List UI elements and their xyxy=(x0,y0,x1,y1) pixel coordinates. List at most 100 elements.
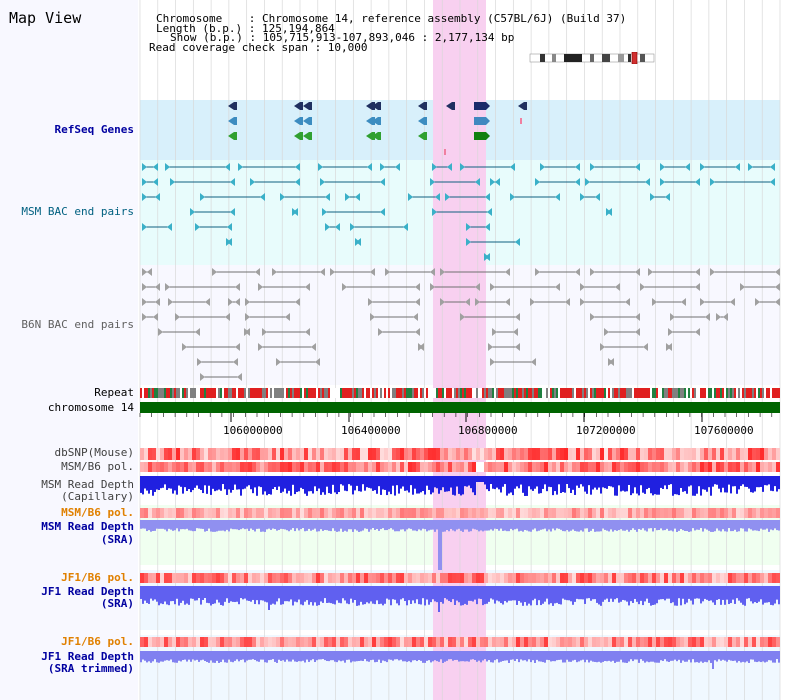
repeat-block xyxy=(576,388,578,398)
msm-pol-cell xyxy=(312,462,316,472)
msm-pol-label[interactable]: MSM/B6 pol. xyxy=(61,460,134,473)
msm-depth-cap-bar xyxy=(212,476,214,489)
msm-depth-cap-bar xyxy=(584,476,586,492)
jf1-pol-2-cell xyxy=(264,637,268,647)
repeat-block xyxy=(384,388,386,398)
jf1-pol-2-cell xyxy=(436,637,440,647)
msm-depth-sra-bar xyxy=(260,520,262,532)
jf1-depth-trim-bar xyxy=(404,651,406,662)
repeat-block xyxy=(718,388,720,398)
jf1-pol-2-cell xyxy=(292,637,296,647)
repeat-block xyxy=(440,388,442,398)
msm-depth-cap-bar xyxy=(718,476,720,489)
msm-depth-sra-label[interactable]: MSM Read Depth xyxy=(41,520,134,533)
jf1-depth-sra-bar xyxy=(422,586,424,599)
jf1-pol-label[interactable]: JF1/B6 pol. xyxy=(61,571,134,584)
jf1-depth-sra-bar xyxy=(258,586,260,605)
repeat-block xyxy=(210,388,212,398)
msm-depth-sra-bar xyxy=(422,520,424,529)
msm-bac-end xyxy=(293,208,298,216)
jf1-pol-cell xyxy=(628,573,632,583)
jf1-depth-sra-bar xyxy=(528,586,530,604)
repeat-block xyxy=(466,388,468,398)
msm-depth-cap-bar xyxy=(300,476,302,488)
msm-depth-sra-bar xyxy=(554,520,556,531)
msm-depth-cap-bar xyxy=(258,476,260,487)
jf1-pol-cell xyxy=(260,573,264,583)
msm-bac-label[interactable]: MSM BAC end pairs xyxy=(21,205,134,218)
jf1-depth-sra-bar xyxy=(216,586,218,600)
repeat-block xyxy=(218,388,220,398)
jf1-depth-trim-bar xyxy=(232,651,234,663)
msm-depth-cap-bar xyxy=(302,476,304,490)
jf1-depth-trim-bar xyxy=(504,651,506,661)
refseq-gene-exon xyxy=(300,102,303,110)
jf1-depth-sra-label[interactable]: JF1 Read Depth xyxy=(41,585,134,598)
msm-depth-sra-bar xyxy=(168,520,170,529)
jf1-depth-trim-bar xyxy=(402,651,404,662)
jf1-depth-sra-bar xyxy=(544,586,546,602)
dbsnp-cell xyxy=(684,448,688,460)
jf1-pol-2-cell xyxy=(360,637,364,647)
b6n-bac-end xyxy=(635,268,640,276)
msm-depth-sra-bar xyxy=(424,520,426,530)
jf1-pol-2-cell xyxy=(324,637,328,647)
msm-pol-sra-cell xyxy=(276,508,280,518)
b6n-bac-end xyxy=(153,313,158,321)
msm-depth-cap-bar xyxy=(568,476,570,489)
msm-depth-capillary-label[interactable]: MSM Read Depth xyxy=(41,478,134,491)
chromosome-ideogram[interactable] xyxy=(528,52,658,64)
repeat-block xyxy=(142,388,144,398)
repeat-block xyxy=(228,388,230,398)
repeat-block xyxy=(686,388,688,398)
msm-depth-sra-bar xyxy=(544,520,546,529)
jf1-pol-2-cell xyxy=(256,637,260,647)
msm-depth-cap-bar xyxy=(430,476,432,495)
jf1-depth-trim-bar xyxy=(380,651,382,663)
jf1-pol-cell xyxy=(388,573,392,583)
jf1-depth-trim-bar xyxy=(174,651,176,663)
dbsnp-cell xyxy=(412,448,416,460)
jf1-pol-2-label[interactable]: JF1/B6 pol. xyxy=(61,635,134,648)
jf1-pol-cell xyxy=(408,573,412,583)
dbsnp-label[interactable]: dbSNP(Mouse) xyxy=(54,446,134,459)
repeat-block xyxy=(656,388,658,398)
jf1-depth-trim-bar xyxy=(712,651,714,669)
dbsnp-cell xyxy=(604,448,608,460)
jf1-pol-2-cell xyxy=(648,637,652,647)
msm-depth-cap-bar xyxy=(676,476,678,495)
msm-depth-cap-bar xyxy=(746,476,748,487)
msm-pol-sra-label[interactable]: MSM/B6 pol. xyxy=(61,506,134,519)
msm-pol-cell xyxy=(140,462,144,472)
jf1-depth-sra-bar xyxy=(750,586,752,602)
msm-pol-cell xyxy=(732,462,736,472)
msm-pol-cell xyxy=(584,462,588,472)
dbsnp-cell xyxy=(384,448,388,460)
msm-pol-sra-cell xyxy=(700,508,704,518)
refseq-gene xyxy=(372,117,378,125)
msm-depth-sra-bar xyxy=(476,520,478,530)
jf1-depth-trimmed-label[interactable]: JF1 Read Depth xyxy=(41,650,134,663)
jf1-depth-sra-bar xyxy=(626,586,628,602)
msm-pol-cell xyxy=(684,462,688,472)
jf1-pol-cell xyxy=(144,573,148,583)
msm-depth-sra-bar xyxy=(626,520,628,530)
msm-depth-sra-bar xyxy=(524,520,526,530)
msm-pol-cell xyxy=(632,462,636,472)
msm-pol-sra-cell xyxy=(772,508,776,518)
jf1-pol-cell xyxy=(192,573,196,583)
msm-pol-cell xyxy=(768,462,772,472)
jf1-pol-2-cell xyxy=(244,637,248,647)
b6n-bac-label[interactable]: B6N BAC end pairs xyxy=(21,318,134,331)
repeat-block xyxy=(468,388,470,398)
repeat-block xyxy=(200,388,202,398)
b6n-bac-end xyxy=(258,283,263,291)
refseq-genes-label[interactable]: RefSeq Genes xyxy=(54,123,134,136)
msm-depth-sra-bar xyxy=(388,520,390,530)
refseq-gene xyxy=(366,132,372,140)
msm-depth-sra-bar xyxy=(376,520,378,529)
msm-bac-end xyxy=(770,163,775,171)
jf1-depth-trim-bar xyxy=(680,651,682,663)
msm-depth-cap-bar xyxy=(444,476,446,492)
